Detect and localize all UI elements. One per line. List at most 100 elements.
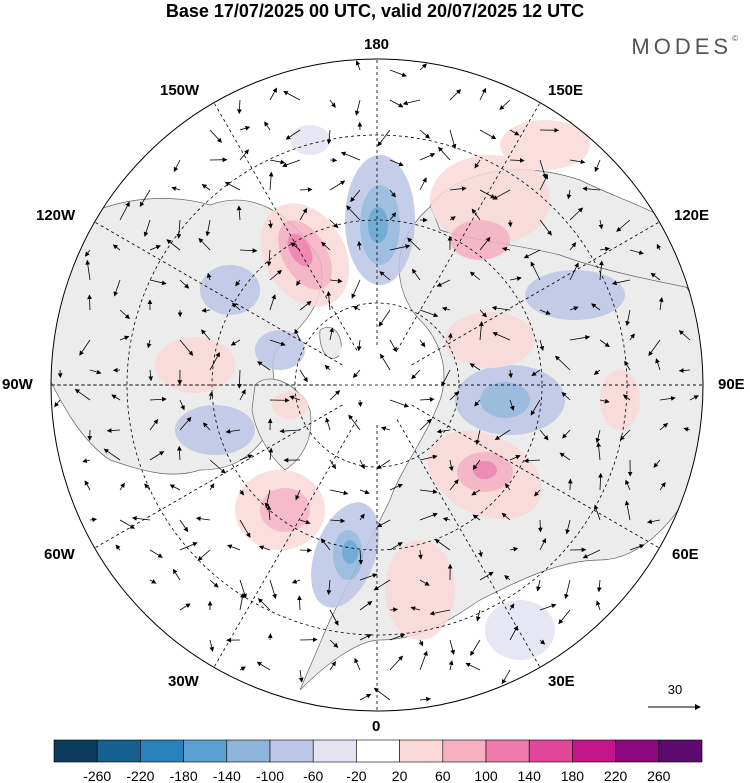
- wind-vector: [419, 512, 438, 521]
- polar-cap: [339, 322, 415, 398]
- wind-vector: [539, 309, 551, 315]
- wind-vector: [321, 241, 331, 251]
- colorbar-swatch: [53, 739, 98, 763]
- wind-vector: [359, 601, 373, 611]
- wind-vector: [227, 544, 241, 551]
- lon-label-90w: 90W: [2, 376, 33, 393]
- wind-vector: [179, 603, 191, 611]
- wind-vector: [195, 516, 211, 522]
- wind-vector: [84, 249, 91, 257]
- wind-vector: [329, 157, 338, 163]
- wind-vector: [539, 219, 552, 236]
- wind-vector: [449, 639, 456, 655]
- lon-label-60e: 60E: [672, 546, 699, 563]
- wind-vector: [329, 390, 341, 401]
- wind-vector: [523, 458, 541, 464]
- wind-vector: [197, 549, 211, 561]
- wind-vector: [354, 657, 361, 671]
- wind-vector: [201, 308, 211, 313]
- wind-vector: [380, 426, 391, 431]
- wind-vector: [419, 309, 439, 318]
- colorbar-swatch: [96, 739, 141, 763]
- wind-vector: [471, 489, 481, 496]
- wind-vector: [523, 249, 541, 259]
- wind-vector: [419, 397, 435, 402]
- wind-vector: [448, 660, 454, 671]
- wind-vector: [611, 279, 631, 286]
- wind-vector: [653, 459, 661, 468]
- wind-vector: [74, 388, 91, 401]
- wind-vector: [598, 219, 604, 230]
- wind-vector: [87, 294, 92, 311]
- wind-vector: [297, 595, 302, 611]
- wind-vector: [449, 129, 457, 150]
- wind-vector: [282, 159, 301, 168]
- wind-vector: [389, 212, 397, 221]
- wind-vector: [179, 339, 194, 356]
- wind-vector: [509, 399, 515, 411]
- wind-vector: [89, 517, 97, 523]
- wind-vector: [326, 291, 332, 311]
- wind-vector: [208, 391, 214, 401]
- wind-vector: [329, 459, 337, 470]
- colorbar-tick-label: -220: [126, 768, 154, 783]
- wind-vectors: [54, 60, 699, 702]
- wind-vector: [149, 396, 167, 402]
- latitude-circle: [211, 219, 543, 551]
- colorbar-tick-label: 220: [604, 768, 628, 783]
- wind-vector: [499, 99, 511, 111]
- wind-vector: [329, 489, 349, 496]
- wind-vector: [279, 428, 301, 434]
- wind-vector: [179, 519, 189, 533]
- wind-vector: [419, 418, 432, 431]
- wind-vector: [474, 159, 481, 169]
- wind-vector: [258, 545, 271, 551]
- wind-vector: [235, 279, 241, 287]
- wind-vector: [599, 339, 610, 348]
- colorbar-tick-label: 180: [561, 768, 585, 783]
- wind-vector: [269, 269, 283, 281]
- wind-vector: [509, 546, 519, 552]
- wind-vector: [329, 278, 343, 284]
- wind-vector: [449, 479, 459, 491]
- wind-vector: [236, 205, 242, 221]
- wind-vector: [239, 149, 249, 161]
- colorbar-tick-label: -260: [83, 768, 111, 783]
- wind-vector: [492, 189, 511, 200]
- wind-vector: [225, 429, 241, 434]
- wind-vector: [299, 207, 308, 221]
- wind-vector: [530, 399, 541, 416]
- wind-vector: [256, 661, 271, 671]
- anomaly-blob: [480, 382, 530, 418]
- wind-vector: [565, 519, 571, 535]
- wind-vector: [582, 549, 601, 559]
- wind-vector: [596, 579, 602, 593]
- wind-vector: [283, 91, 301, 101]
- wind-vector: [389, 99, 404, 108]
- wind-vector: [359, 459, 365, 470]
- vector-key-label: 30: [668, 682, 682, 697]
- wind-vector: [269, 579, 277, 599]
- wind-vector: [111, 394, 121, 401]
- wind-vector: [389, 244, 411, 251]
- wind-vector: [658, 297, 664, 311]
- wind-vector: [629, 249, 644, 255]
- wind-vector: [599, 246, 611, 252]
- wind-vector: [239, 489, 244, 496]
- colorbar-swatch: [269, 739, 314, 763]
- wind-vector: [149, 579, 157, 584]
- wind-vector: [629, 333, 635, 341]
- wind-vector: [357, 399, 363, 408]
- wind-vector: [419, 63, 427, 71]
- wind-vector: [239, 519, 251, 538]
- anomaly-blob: [342, 540, 358, 564]
- wind-vector: [351, 279, 361, 299]
- colorbar-tick-label: 260: [647, 768, 671, 783]
- anomaly-blob: [485, 600, 555, 660]
- wind-vector: [595, 429, 601, 444]
- wind-vector: [419, 650, 428, 671]
- wind-vector: [285, 129, 301, 140]
- anomaly-blob: [525, 270, 625, 320]
- wind-vector: [656, 243, 662, 251]
- lon-label-180: 180: [364, 36, 390, 53]
